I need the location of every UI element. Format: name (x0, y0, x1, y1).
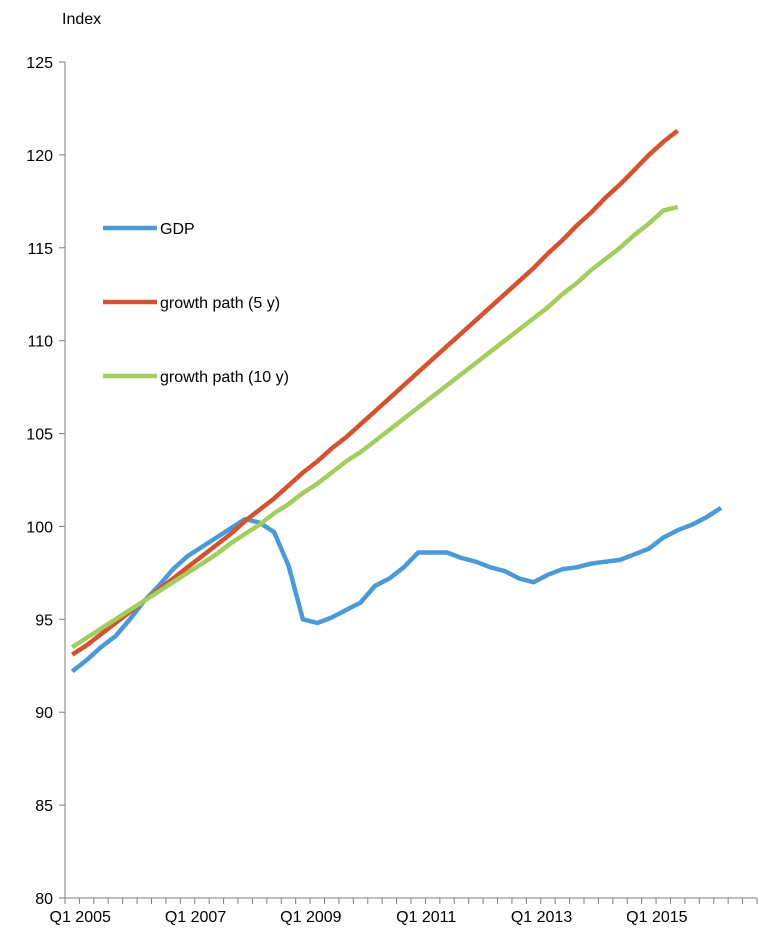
y-tick-label: 100 (26, 519, 53, 536)
x-tick-label: Q1 2015 (626, 909, 687, 926)
series-line-growth-path-5-y (70, 128, 680, 657)
x-tick-label: Q1 2013 (511, 909, 572, 926)
y-tick-label: 80 (35, 891, 53, 908)
x-tick-label: Q1 2005 (50, 909, 111, 926)
legend-label: growth path (5 y) (160, 295, 280, 312)
legend-label: GDP (160, 221, 195, 238)
y-axis-unit-label: Index (62, 11, 101, 28)
y-tick-label: 90 (35, 705, 53, 722)
y-tick-label: 95 (35, 612, 53, 629)
y-tick-label: 120 (26, 148, 53, 165)
axes: 80 85 90 95 100 105 110 115 120 125 Q1 2005 Q1 2007… (26, 55, 758, 926)
y-tick-label: 125 (26, 55, 53, 72)
x-tick-label: Q1 2007 (165, 909, 226, 926)
y-tick-label: 115 (27, 241, 53, 258)
series-lines (70, 128, 723, 674)
y-tick-label: 85 (35, 798, 53, 815)
x-tick-label: Q1 2009 (280, 909, 341, 926)
series-line-gdp (70, 506, 723, 674)
x-tick-label: Q1 2011 (396, 909, 456, 926)
y-tick-label: 110 (27, 334, 53, 351)
y-tick-label: 105 (26, 427, 53, 444)
legend: GDP growth path (5 y) growth path (10 y) (103, 221, 289, 386)
series-line-growth-path-10-y (70, 204, 679, 650)
legend-label: growth path (10 y) (160, 369, 289, 386)
